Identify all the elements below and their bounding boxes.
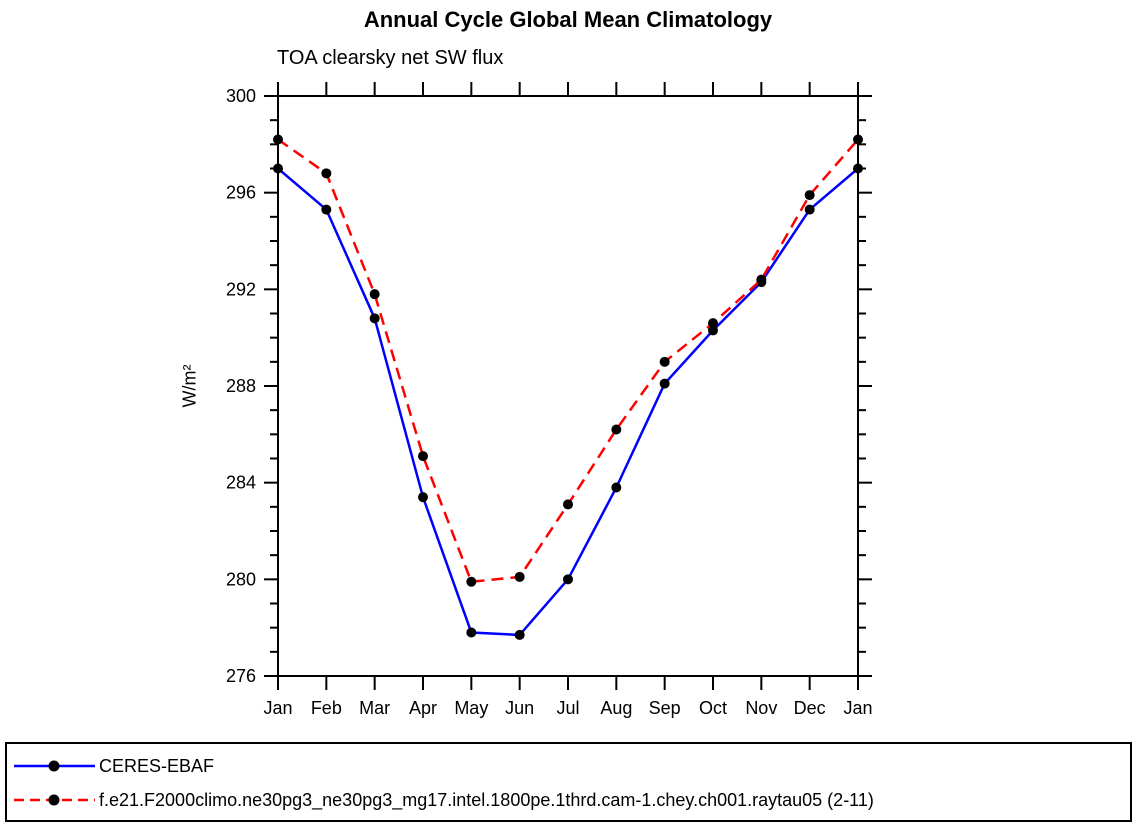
legend-line-sample-model — [14, 794, 95, 806]
y-axis-tick-label: 292 — [226, 279, 256, 299]
data-point-marker — [563, 499, 573, 510]
data-point-marker — [418, 451, 428, 462]
data-point-marker — [708, 325, 718, 336]
series-line-model — [277, 138, 859, 584]
x-axis-tick-label: Jan — [843, 698, 872, 718]
data-point-marker — [369, 313, 380, 324]
data-point-marker — [321, 168, 332, 179]
legend-marker-icon — [48, 794, 60, 806]
data-point-marker — [466, 576, 477, 587]
data-point-marker — [659, 356, 670, 367]
data-point-marker — [514, 629, 525, 640]
y-axis-tick-label: 300 — [226, 86, 256, 106]
y-axis-tick-label: 276 — [226, 666, 256, 686]
series-line-ceres — [277, 167, 859, 637]
legend-label-ceres: CERES-EBAF — [99, 755, 215, 776]
data-point-marker — [514, 571, 525, 582]
x-axis-tick-label: Mar — [359, 698, 390, 718]
chart-title: Annual Cycle Global Mean Climatology — [363, 7, 773, 32]
data-point-marker — [853, 163, 863, 174]
data-point-marker — [273, 163, 283, 174]
legend-item-model: f.e21.F2000climo.ne30pg3_ne30pg3_mg17.in… — [7, 783, 1130, 817]
data-point-marker — [853, 134, 863, 145]
y-axis-tick-label: 284 — [226, 473, 256, 493]
chart-subtitle: TOA clearsky net SW flux — [277, 47, 504, 69]
x-axis-tick-label: Jun — [505, 698, 534, 718]
data-point-marker — [563, 574, 573, 585]
data-point-marker — [611, 424, 622, 435]
data-point-marker — [273, 134, 283, 145]
data-point-marker — [321, 204, 332, 215]
data-point-marker — [466, 627, 477, 638]
plot-frame — [277, 95, 859, 677]
x-axis-tick-label: Sep — [649, 698, 681, 718]
data-point-marker — [756, 274, 767, 285]
data-point-marker — [708, 318, 718, 329]
x-axis-tick-label: Jan — [263, 698, 292, 718]
x-axis-tick-label: Nov — [745, 698, 777, 718]
data-point-marker — [418, 492, 428, 503]
y-axis-tick-label: 296 — [226, 183, 256, 203]
plot-area: 276 280 284 288 292 296 300 Jan Feb Mar Apr May Jun J… — [226, 82, 873, 718]
x-axis-tick-label: Feb — [311, 698, 342, 718]
x-axis-tick-label: May — [454, 698, 488, 718]
x-axis-tick-label: Aug — [600, 698, 632, 718]
data-point-marker — [369, 289, 380, 300]
x-axis-tick-label: Jul — [556, 698, 579, 718]
data-point-marker — [804, 204, 815, 215]
y-axis-tick-label: 280 — [226, 569, 256, 589]
legend-item-ceres: CERES-EBAF — [7, 749, 1130, 783]
data-point-marker — [804, 190, 815, 201]
data-point-marker — [659, 378, 670, 389]
legend-box: CERES-EBAF f.e21.F2000climo.ne30pg3_ne30… — [5, 742, 1132, 822]
legend-marker-icon — [48, 760, 60, 772]
legend-line-sample-ceres — [14, 760, 95, 772]
legend-label-model: f.e21.F2000climo.ne30pg3_ne30pg3_mg17.in… — [99, 789, 874, 810]
y-axis-tick-label: 288 — [226, 376, 256, 396]
x-axis-tick-label: Apr — [409, 698, 437, 718]
data-point-marker — [611, 482, 622, 493]
x-axis-tick-label: Dec — [794, 698, 826, 718]
x-axis-tick-label: Oct — [699, 698, 727, 718]
